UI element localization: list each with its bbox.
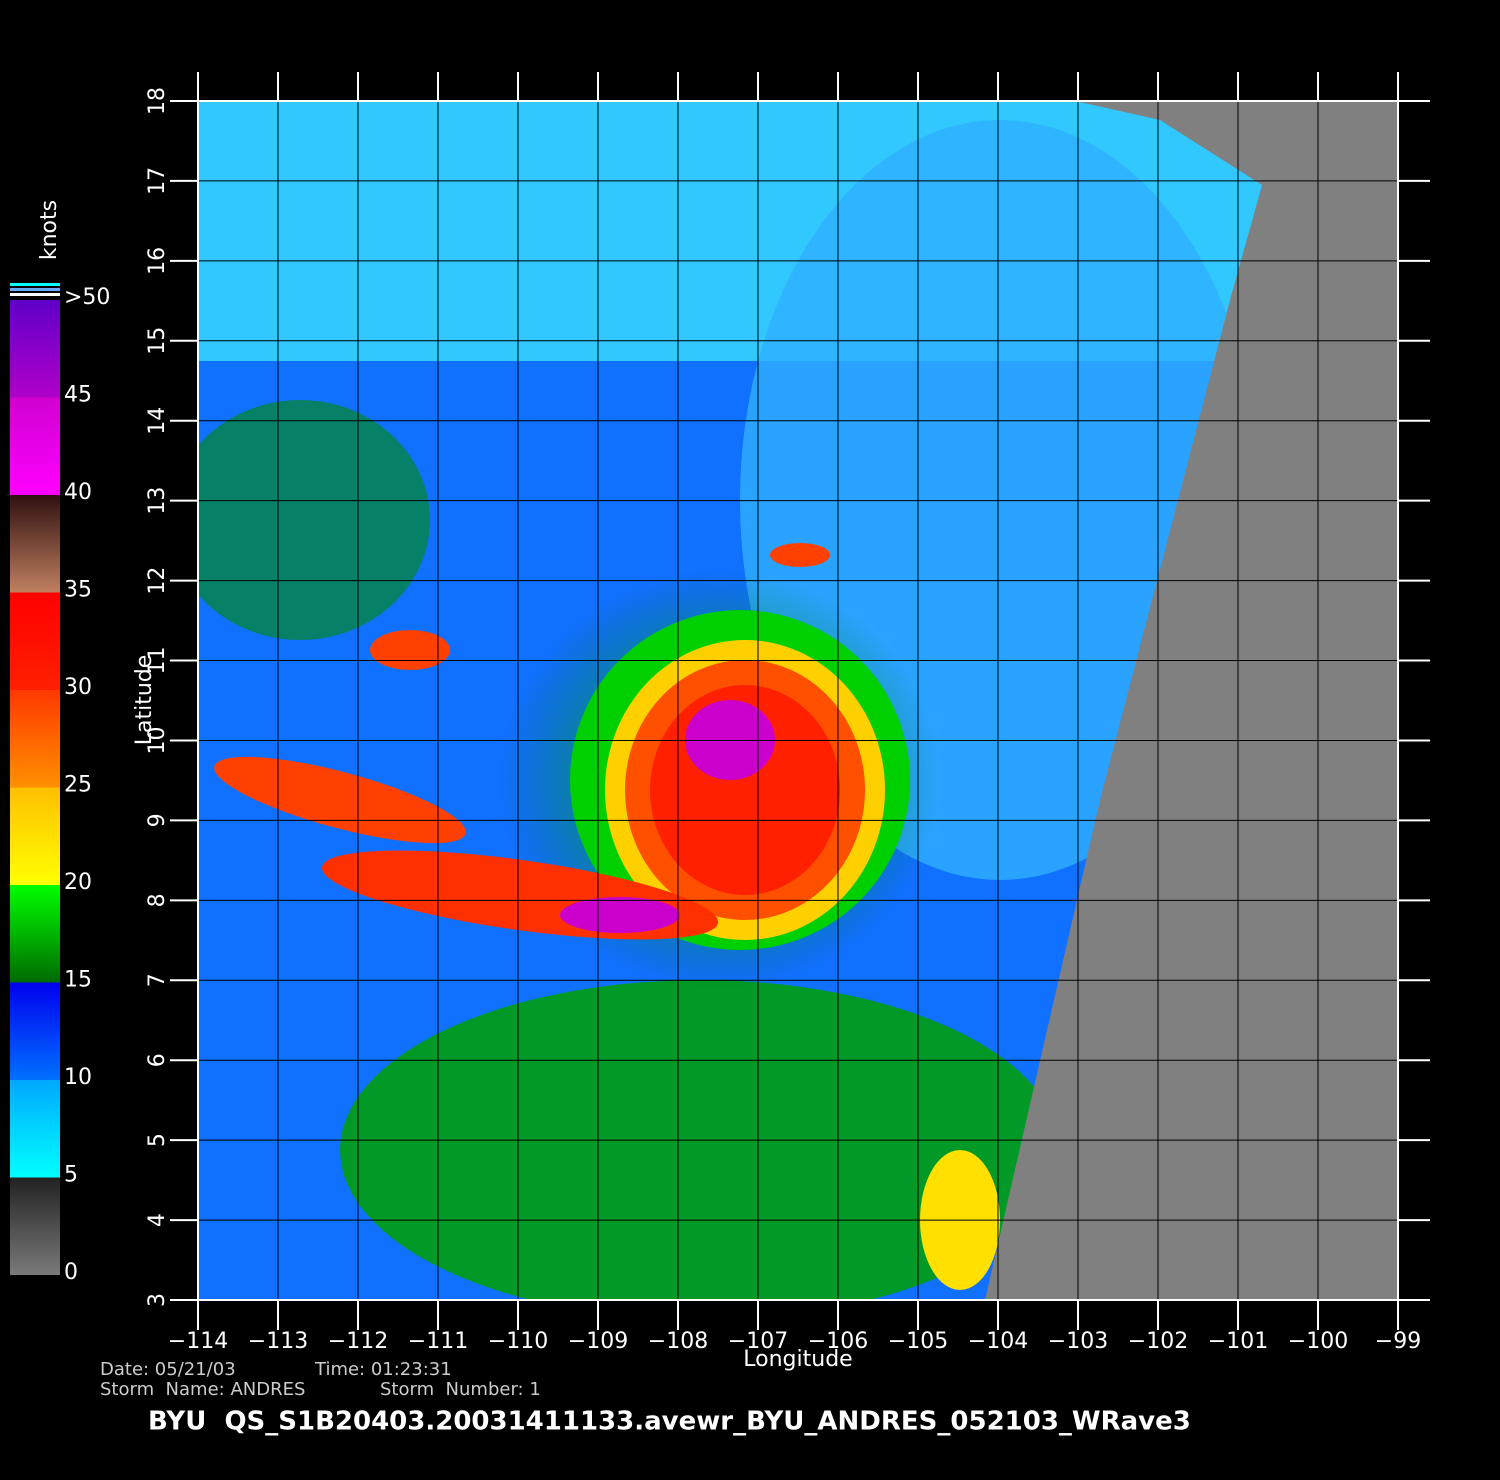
info-time: Time: 01:23:31: [314, 1359, 452, 1380]
colorbar-tick-label: 45: [64, 383, 92, 408]
y-tick-label: 11: [145, 647, 170, 675]
colorbar-tick-label: 20: [64, 870, 92, 895]
colorbar-bin: [10, 592, 60, 690]
colorbar-bin: [10, 397, 60, 495]
x-tick-label: −105: [888, 1329, 948, 1354]
x-tick-label: −103: [1048, 1329, 1108, 1354]
colorbar-tick-label: 40: [64, 480, 92, 505]
colorbar-bin: [10, 1080, 60, 1178]
wind-field-image: [198, 101, 1398, 1300]
x-tick-label: −99: [1375, 1329, 1421, 1354]
x-axis-label: Longitude: [743, 1347, 852, 1372]
x-tick-label: −109: [568, 1329, 628, 1354]
y-tick-label: 10: [145, 726, 170, 754]
x-tick-label: −101: [1208, 1329, 1268, 1354]
colorbar-bin: [10, 690, 60, 788]
colorbar-bin: [10, 300, 60, 398]
x-tick-label: −110: [488, 1329, 548, 1354]
y-tick-label: 17: [145, 167, 170, 195]
y-tick-label: 12: [145, 567, 170, 595]
colorbar-bin: [10, 885, 60, 983]
y-tick-label: 14: [145, 407, 170, 435]
colorbar-tick-label: 15: [64, 968, 92, 993]
chart-title: BYU QS_S1B20403.20031411133.avewr_BYU_AN…: [148, 1407, 1191, 1437]
info-storm-number: Storm Number: 1: [380, 1379, 541, 1400]
y-tick-label: 3: [145, 1293, 170, 1307]
colorbar-tick-label: 5: [64, 1163, 78, 1188]
colorbar-tick-label: 10: [64, 1065, 92, 1090]
colorbar-tick-label: 30: [64, 675, 92, 700]
x-tick-label: −114: [168, 1329, 228, 1354]
colorbar-bin: [10, 982, 60, 1080]
plot-frame: [197, 100, 1399, 1301]
x-tick-label: −106: [808, 1329, 868, 1354]
y-tick-label: 15: [145, 327, 170, 355]
y-tick-label: 6: [145, 1053, 170, 1067]
info-storm-name: Storm Name: ANDRES: [100, 1379, 305, 1400]
y-tick-label: 13: [145, 487, 170, 515]
y-tick-label: 4: [145, 1213, 170, 1227]
colorbar-cap: [10, 283, 60, 296]
y-tick-label: 5: [145, 1133, 170, 1147]
colorbar-bin: [10, 1177, 60, 1275]
colorbar-bin: [10, 787, 60, 885]
colorbar-label: knots: [37, 200, 62, 260]
colorbar-bin: [10, 495, 60, 593]
x-tick-label: −111: [408, 1329, 468, 1354]
info-date: Date: 05/21/03: [100, 1359, 236, 1380]
y-tick-label: 18: [145, 87, 170, 115]
x-tick-label: −104: [968, 1329, 1028, 1354]
x-tick-label: −100: [1288, 1329, 1348, 1354]
colorbar-tick-label: 25: [64, 773, 92, 798]
y-tick-label: 7: [145, 973, 170, 987]
colorbar-tick-label: >50: [64, 285, 110, 310]
y-tick-label: 9: [145, 813, 170, 827]
x-tick-label: −112: [328, 1329, 388, 1354]
y-axis-label: Latitude: [132, 655, 157, 746]
y-tick-label: 8: [145, 893, 170, 907]
x-tick-label: −108: [648, 1329, 708, 1354]
y-tick-label: 16: [145, 247, 170, 275]
x-tick-label: −107: [728, 1329, 788, 1354]
x-tick-label: −113: [248, 1329, 308, 1354]
x-tick-label: −102: [1128, 1329, 1188, 1354]
colorbar-tick-label: 0: [64, 1260, 78, 1285]
colorbar-tick-label: 35: [64, 578, 92, 603]
